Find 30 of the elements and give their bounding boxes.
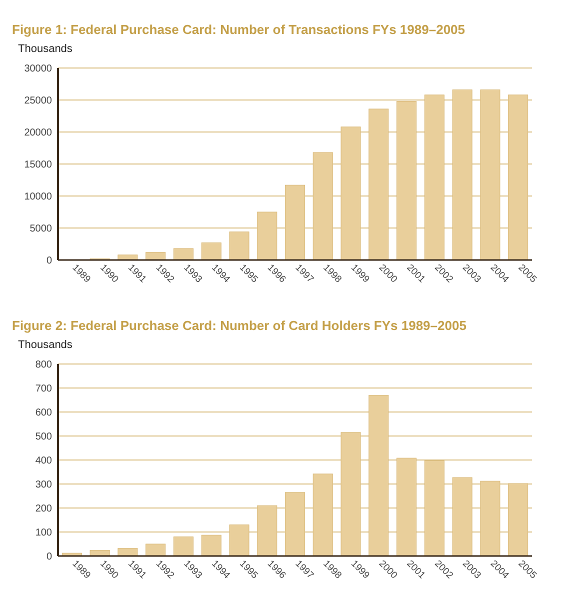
y-axis-title: Thousands [18, 43, 73, 55]
chart-title: Figure 1: Federal Purchase Card: Number of Transactions FYs 1989–2005 [12, 22, 466, 37]
bar [146, 544, 166, 556]
bar [146, 252, 166, 260]
y-tick-label: 10000 [24, 192, 52, 202]
y-tick-label: 400 [35, 456, 52, 466]
y-tick-label: 600 [35, 408, 52, 418]
bar [201, 242, 222, 260]
y-tick-label: 5000 [30, 224, 52, 234]
y-tick-label: 0 [46, 256, 52, 266]
y-tick-label: 500 [35, 432, 52, 442]
bar [229, 232, 250, 260]
y-tick-label: 30000 [24, 64, 52, 74]
y-axis-title: Thousands [18, 339, 73, 351]
bar [90, 550, 110, 556]
y-tick-label: 20000 [24, 128, 52, 138]
y-tick-label: 100 [35, 528, 52, 538]
bar [173, 536, 194, 556]
y-tick-label: 800 [35, 360, 52, 370]
chart-title: Figure 2: Federal Purchase Card: Number of Card Holders FYs 1989–2005 [12, 318, 466, 333]
y-tick-label: 0 [46, 552, 52, 562]
y-tick-label: 700 [35, 384, 52, 394]
bar [118, 254, 138, 260]
y-tick-label: 25000 [24, 96, 52, 106]
y-tick-label: 15000 [24, 160, 52, 170]
y-tick-label: 200 [35, 504, 52, 514]
bar [201, 534, 222, 556]
bar [118, 548, 138, 556]
bar [173, 248, 194, 260]
y-tick-label: 300 [35, 480, 52, 490]
